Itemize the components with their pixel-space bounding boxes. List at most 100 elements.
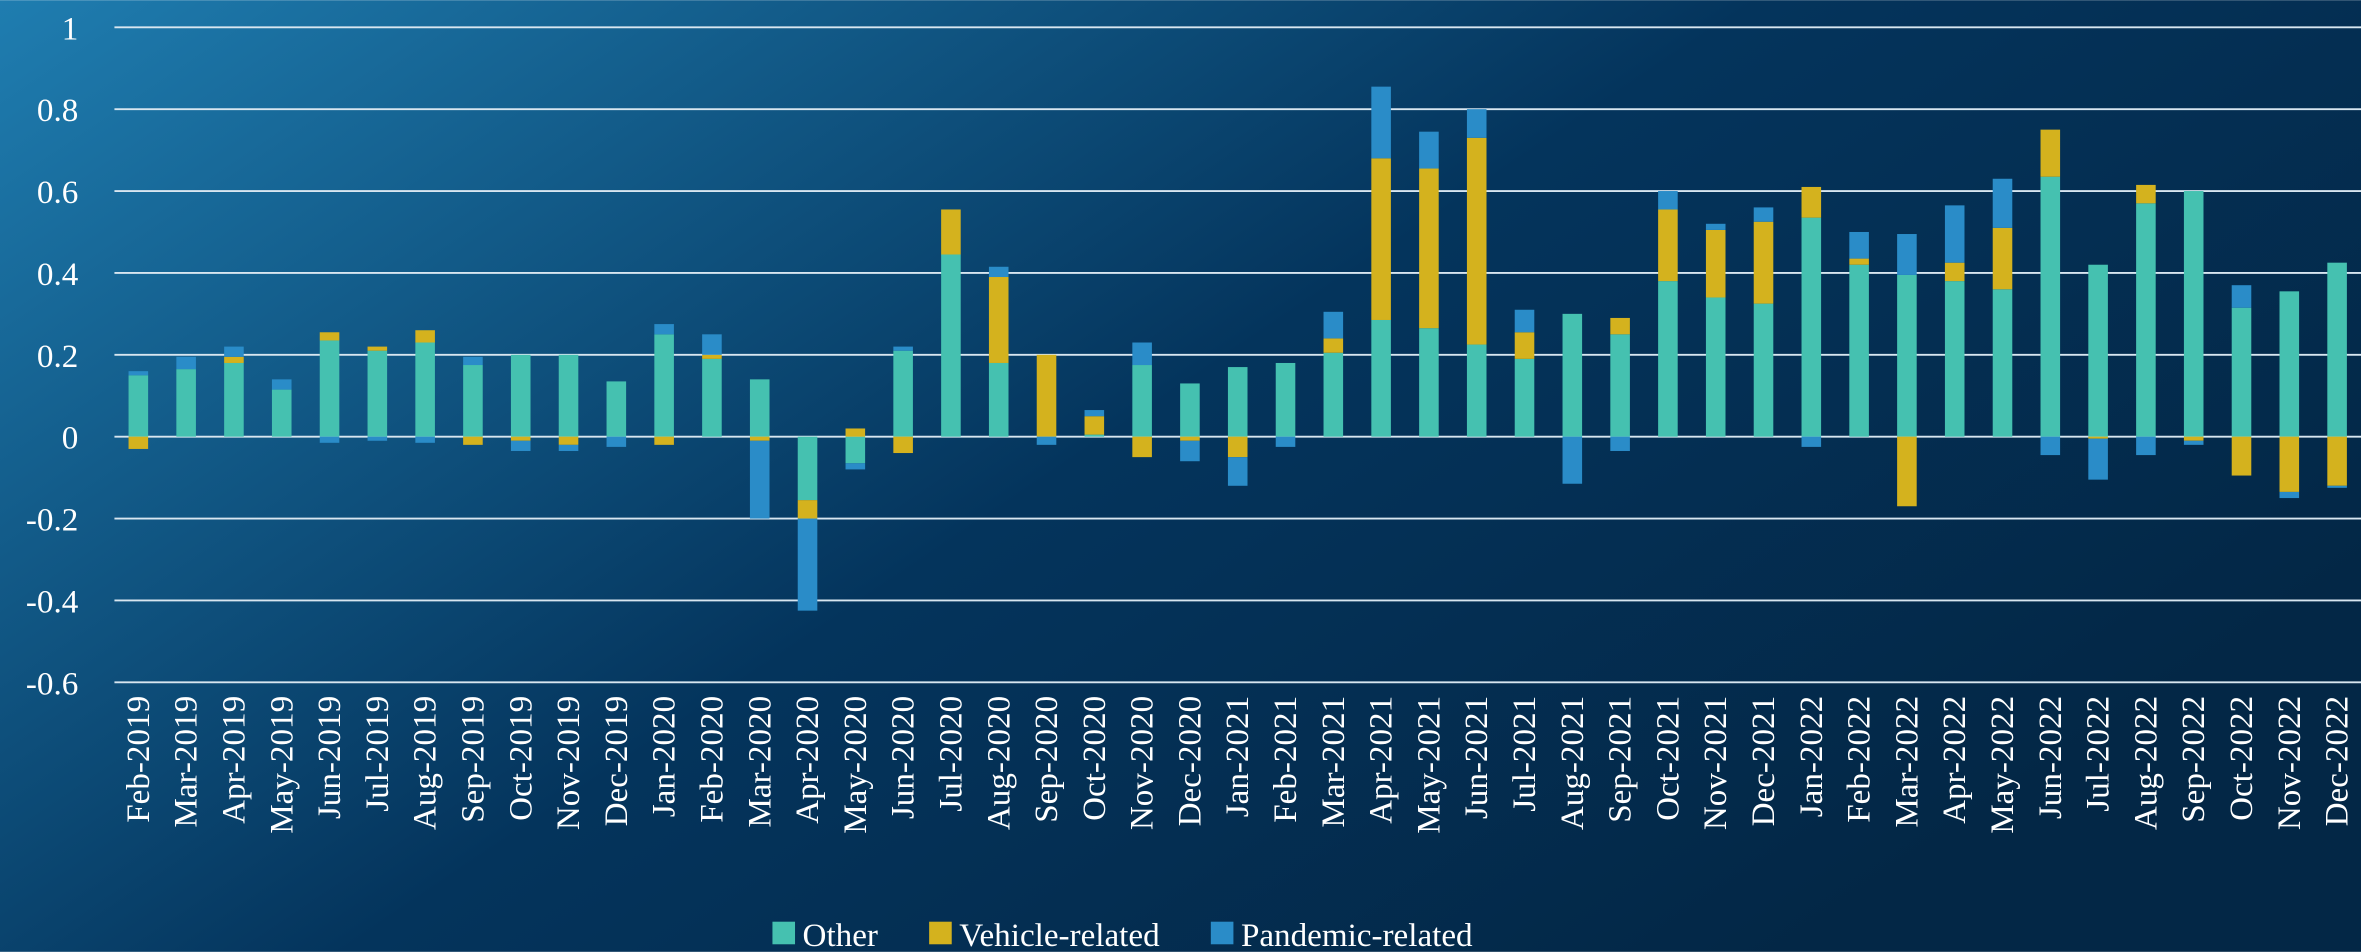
bar-segment <box>128 436 149 449</box>
y-tick-label: 0.6 <box>37 174 78 211</box>
bar-segment <box>1084 434 1105 437</box>
x-tick-label: Jan-2022 <box>1793 696 1830 817</box>
bar-segment <box>1466 344 1487 437</box>
bar-segment <box>1132 342 1152 366</box>
bar-segment <box>1753 221 1774 304</box>
x-tick-label: Jan-2021 <box>1219 696 1256 817</box>
bar-segment <box>1466 109 1487 138</box>
bar-segment <box>1897 274 1917 437</box>
bar-segment <box>2040 129 2061 177</box>
y-tick-label: 0.2 <box>37 338 78 375</box>
bar-segment <box>271 379 292 390</box>
bar-segment <box>1323 338 1344 353</box>
x-tick-label: Feb-2022 <box>1841 696 1878 823</box>
bar-segment <box>1610 317 1630 335</box>
bar-segment <box>1658 209 1678 282</box>
x-tick-label: May-2019 <box>263 696 300 834</box>
bar-segment <box>1944 281 1965 437</box>
bar-segment <box>2279 491 2300 499</box>
bar-segment <box>606 436 627 447</box>
bar-segment <box>1419 131 1439 169</box>
x-tick-label: Jun-2022 <box>2032 696 2069 819</box>
bar-segment <box>845 428 866 437</box>
legend-swatch <box>1210 921 1234 945</box>
bar-segment <box>749 379 770 437</box>
bar-segment <box>510 436 531 441</box>
bar-segment <box>797 436 818 501</box>
bar-segment <box>1658 191 1678 210</box>
x-tick-label: Dec-2022 <box>2319 696 2356 827</box>
bar-segment <box>654 334 674 437</box>
x-tick-label: Jun-2019 <box>311 696 348 819</box>
bar-segment <box>1084 410 1105 417</box>
bar-segment <box>845 463 866 470</box>
bar-segment <box>1275 362 1296 437</box>
bar-segment <box>749 436 770 441</box>
bar-segment <box>1705 229 1726 298</box>
bar-segment <box>1610 436 1630 451</box>
bar-segment <box>1323 352 1344 437</box>
bar-segment <box>1849 258 1869 265</box>
bar-segment <box>1897 436 1917 507</box>
bar-segment <box>893 346 913 351</box>
bar-segment <box>224 362 244 437</box>
bar-segment <box>558 436 579 445</box>
bar-segment <box>463 436 483 445</box>
bar-segment <box>1705 223 1726 230</box>
bar-segment <box>510 354 531 437</box>
bar-segment <box>1323 311 1344 339</box>
bar-segment <box>224 356 244 363</box>
bar-segment <box>1227 367 1248 437</box>
bar-segment <box>1801 436 1822 447</box>
bar-segment <box>702 358 722 437</box>
x-tick-label: Mar-2022 <box>1888 696 1925 828</box>
bar-segment <box>319 340 340 437</box>
bar-segment <box>1992 178 2013 228</box>
bar-segment <box>1562 313 1583 437</box>
x-tick-label: Sep-2020 <box>1028 696 1065 823</box>
bar-segment <box>988 277 1009 363</box>
x-tick-label: May-2020 <box>837 696 874 834</box>
bar-segment <box>463 356 483 366</box>
bar-segment <box>1084 416 1105 435</box>
x-tick-label: Dec-2019 <box>598 696 635 827</box>
x-tick-label: Dec-2020 <box>1171 696 1208 827</box>
x-tick-label: Nov-2022 <box>2271 696 2308 830</box>
bar-segment <box>367 436 388 441</box>
bar-segment <box>271 389 292 437</box>
y-tick-label: 0.4 <box>37 256 79 293</box>
bar-segment <box>1944 205 1965 263</box>
bar-segment <box>319 436 340 443</box>
x-tick-label: May-2022 <box>1984 696 2021 834</box>
bar-segment <box>128 375 149 437</box>
bar-segment <box>2183 440 2204 445</box>
x-tick-label: Feb-2020 <box>693 696 730 823</box>
x-tick-label: Sep-2021 <box>1602 696 1639 823</box>
x-tick-label: Jun-2020 <box>885 696 922 819</box>
y-tick-label: 0.8 <box>37 92 78 129</box>
x-tick-label: Oct-2019 <box>502 696 539 821</box>
bar-segment <box>1753 207 1774 222</box>
bar-segment <box>2231 285 2252 308</box>
bar-segment <box>702 354 722 359</box>
bar-segment <box>845 436 866 464</box>
bar-segment <box>1371 319 1391 437</box>
x-tick-label: Jul-2021 <box>1506 696 1543 812</box>
bar-segment <box>2327 262 2347 437</box>
bar-segment <box>1132 365 1152 437</box>
bar-segment <box>2231 307 2252 437</box>
bar-segment <box>797 518 818 611</box>
x-tick-label: Jan-2020 <box>646 696 683 817</box>
bar-segment <box>1514 358 1535 437</box>
bar-segment <box>1419 328 1439 437</box>
bar-segment <box>558 354 579 437</box>
bar-segment <box>2327 485 2347 488</box>
y-tick-label: 1 <box>62 10 79 47</box>
bar-segment <box>319 332 340 341</box>
x-tick-label: Nov-2021 <box>1697 696 1734 830</box>
bar-segment <box>2136 436 2156 456</box>
bar-segment <box>606 381 627 437</box>
bar-segment <box>797 500 818 519</box>
x-tick-label: Sep-2019 <box>454 696 491 823</box>
